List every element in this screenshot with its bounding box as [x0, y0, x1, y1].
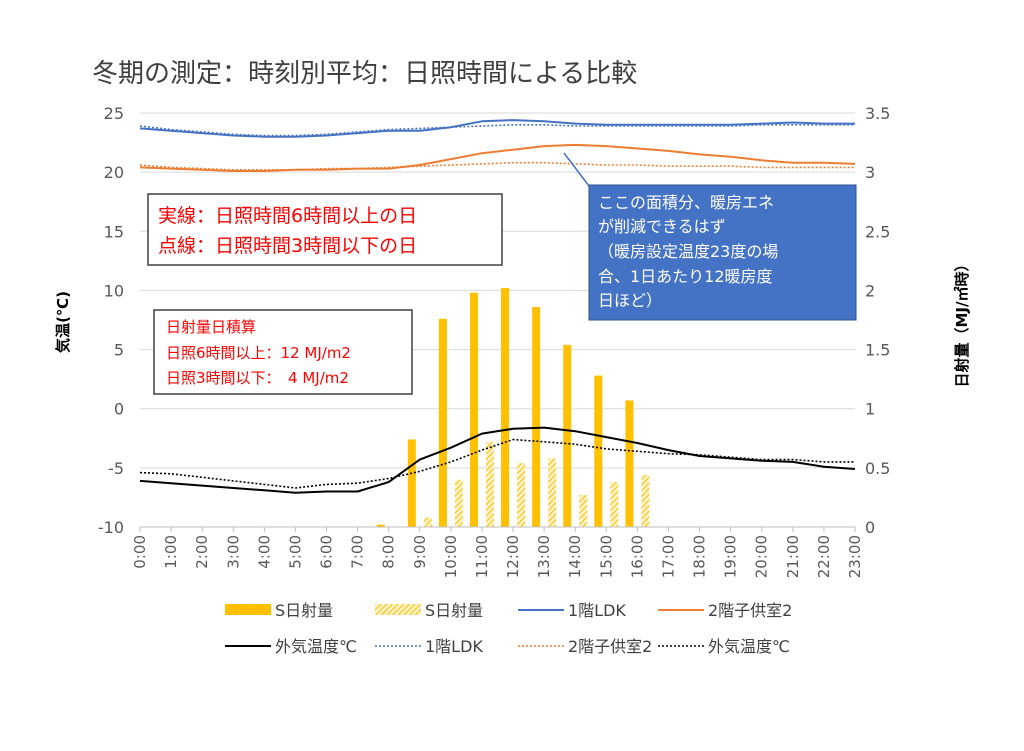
x-tick-label: 8:00 [380, 535, 398, 569]
legend-label: S日射量 [275, 601, 333, 620]
callout-line-4: 合、1日あたり12暖房度 [598, 267, 773, 286]
series-line-dotted [139, 161, 855, 171]
bar-hatched [454, 479, 463, 527]
x-tick-label: 7:00 [349, 535, 367, 569]
axes: -10 -5 0 5 10 15 20 25 0 0.5 1 1.5 2 2.5 3 3.5 0:00 1:00 2… [98, 104, 891, 578]
x-tick-label: 6:00 [318, 535, 336, 569]
bar-hatched [485, 441, 494, 527]
bar-solid [438, 318, 447, 527]
x-tick-label: 12:00 [504, 535, 522, 578]
legend-label: S日射量 [425, 601, 483, 620]
legend-label: 1階LDK [568, 601, 626, 620]
x-tick-label: 19:00 [722, 535, 740, 578]
bar-solid [625, 400, 634, 527]
y-right-tick-label: 0.5 [865, 459, 890, 478]
bar-solid [594, 375, 603, 527]
legend-label: 2階子供室2 [708, 601, 792, 620]
bar-hatched [517, 463, 526, 527]
y-right-tick-label: 1.5 [865, 341, 890, 360]
legend-label: 2階子供室2 [568, 637, 652, 656]
bar-hatched [641, 474, 650, 527]
x-tick-label: 2:00 [193, 535, 211, 569]
y-left-tick-label: 20 [104, 163, 124, 182]
legend-swatch [225, 604, 271, 615]
x-tick-label: 1:00 [162, 535, 180, 569]
x-tick-label: 17:00 [659, 535, 677, 578]
x-tick-label: 11:00 [473, 535, 491, 578]
x-tick-label: 4:00 [255, 535, 273, 569]
radiation-note-cloudy: 日照3時間以下： 4 MJ/m2 [166, 369, 349, 387]
bar-solid [469, 292, 478, 527]
series-line-solid [139, 426, 856, 494]
note-dotted-line: 点線：日照時間3時間以下の日 [158, 235, 417, 257]
x-tick-label: 18:00 [691, 535, 709, 578]
x-tick-label: 13:00 [535, 535, 553, 578]
radiation-note-heading: 日射量日積算 [166, 318, 256, 336]
callout-line-1: ここの面積分、暖房エネ [598, 193, 774, 212]
radiation-note-sunny: 日照6時間以上：12 MJ/m2 [166, 344, 351, 362]
legend-label: 1階LDK [425, 637, 483, 656]
x-tick-label: 23:00 [846, 535, 864, 578]
y-right-tick-label: 0 [865, 518, 875, 537]
y-right-tick-label: 3 [865, 163, 875, 182]
bars [376, 288, 650, 527]
series-line-dotted [139, 438, 855, 489]
bar-hatched [423, 517, 432, 527]
bar-solid [501, 288, 510, 527]
bar-hatched [610, 482, 619, 527]
series-lines [139, 119, 856, 494]
y-left-tick-label: 0 [114, 400, 124, 419]
bar-solid [563, 344, 572, 527]
note-solid-line: 実線：日照時間6時間以上の日 [158, 205, 417, 227]
y-right-tick-label: 2.5 [865, 222, 890, 241]
y-left-tick-label: 5 [114, 341, 124, 360]
x-tick-label: 5:00 [286, 535, 304, 569]
x-tick-label: 14:00 [566, 535, 584, 578]
callout-line-3: （暖房設定温度23度の場 [598, 242, 778, 261]
callout-pointer [563, 152, 593, 191]
y-right-tick-label: 3.5 [865, 104, 890, 123]
x-tick-label: 0:00 [131, 535, 149, 569]
legend-label: 外気温度℃ [275, 637, 357, 656]
bar-hatched [548, 458, 557, 527]
y-right-tick-label: 1 [865, 400, 875, 419]
x-tick-label: 9:00 [411, 535, 429, 569]
y-left-tick-label: 25 [104, 104, 124, 123]
bar-solid [407, 439, 416, 527]
series-line-solid [139, 119, 855, 138]
callout-line-5: 日ほど） [598, 291, 662, 310]
legend: S日射量 S日射量 1階LDK 2階子供室2 外気温度℃ 1階LDK 2階子供室2 外気温度℃ [225, 601, 792, 656]
radiation-note-box: 日射量日積算 日照6時間以上：12 MJ/m2 日照3時間以下： 4 MJ/m2 [153, 309, 413, 395]
y-left-tick-label: -5 [108, 459, 124, 478]
x-tick-label: 20:00 [753, 535, 771, 578]
bar-solid [532, 306, 541, 527]
legend-swatch [375, 604, 421, 615]
x-tick-label: 21:00 [784, 535, 802, 578]
bar-hatched [579, 495, 588, 527]
callout: ここの面積分、暖房エネ が削減できるはず （暖房設定温度23度の場 合、1日あた… [563, 152, 857, 321]
series-line-solid [139, 143, 856, 172]
x-tick-label: 3:00 [224, 535, 242, 569]
legend-label: 外気温度℃ [708, 637, 790, 656]
y-axis-left-label: 気温(℃) [54, 291, 72, 353]
chart-title: 冬期の測定：時刻別平均：日照時間による比較 [92, 59, 637, 89]
x-tick-label: 15:00 [597, 535, 615, 578]
y-right-tick-label: 2 [865, 281, 875, 300]
callout-line-2: が削減できるはず [598, 217, 726, 236]
y-left-tick-label: 10 [104, 281, 124, 300]
x-tick-label: 10:00 [442, 535, 460, 578]
y-left-tick-label: 15 [104, 222, 124, 241]
x-tick-label: 22:00 [815, 535, 833, 578]
y-left-tick-label: -10 [98, 518, 124, 537]
series-line-dotted [139, 124, 855, 137]
y-axis-right-label: 日射量（MJ/㎡時） [953, 257, 971, 388]
x-tick-label: 16:00 [628, 535, 646, 578]
line-style-note-box: 実線：日照時間6時間以上の日 点線：日照時間3時間以下の日 [147, 193, 503, 266]
bar-solid [376, 524, 385, 527]
